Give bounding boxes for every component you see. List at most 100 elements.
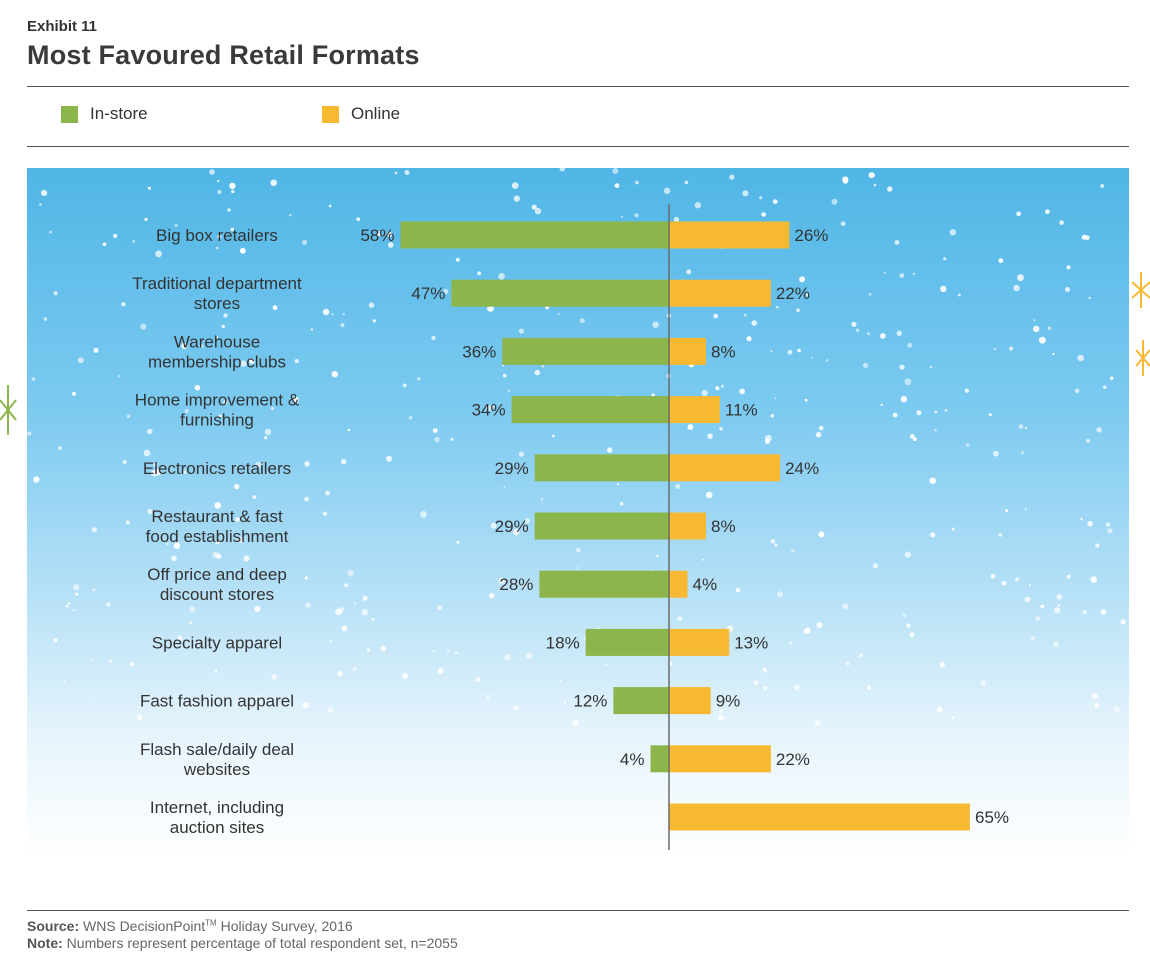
bar-online	[669, 803, 970, 831]
bar-online	[669, 512, 706, 540]
snow-dot	[883, 271, 886, 274]
snow-dot	[761, 212, 766, 217]
snow-dot	[386, 231, 393, 237]
snow-dot	[794, 684, 800, 691]
snow-dot	[899, 273, 905, 278]
category-label: Internet, including auction sites	[150, 798, 284, 837]
snow-dot	[432, 649, 436, 653]
snow-dot	[387, 242, 394, 248]
source-trademark: TM	[205, 918, 217, 928]
snow-dot	[951, 527, 955, 531]
snow-dot	[1054, 607, 1061, 614]
data-label-instore: 18%	[546, 633, 580, 652]
snow-dot	[715, 386, 720, 391]
snow-dot	[993, 450, 999, 457]
snow-dot	[815, 720, 821, 726]
snow-dot	[184, 409, 189, 414]
snow-dot	[855, 328, 860, 333]
snow-dot	[177, 635, 183, 641]
snow-dot	[43, 317, 48, 321]
snow-dot	[1096, 427, 1102, 433]
snow-dot	[33, 476, 40, 483]
snow-dot	[322, 511, 328, 517]
snow-dot	[310, 328, 314, 331]
snow-dot	[868, 172, 875, 179]
snow-dot	[181, 342, 188, 350]
bar-online	[669, 454, 781, 482]
snow-dot	[763, 669, 768, 673]
snow-dot	[153, 462, 158, 467]
data-label-instore: 47%	[411, 284, 445, 303]
snow-dot	[867, 332, 870, 336]
category-label: Restaurant & fast food establishment	[146, 507, 289, 546]
snow-dot	[176, 542, 180, 545]
snow-dot	[557, 313, 560, 316]
snow-dot	[352, 666, 357, 672]
footer-divider	[27, 910, 1129, 911]
bar-online	[669, 279, 771, 307]
snow-dot	[243, 555, 250, 562]
snow-dot	[305, 602, 311, 608]
snow-dot	[143, 449, 151, 457]
snow-dot	[559, 168, 565, 172]
snow-dot	[235, 517, 240, 522]
snow-dot	[1094, 703, 1100, 708]
snow-dot	[1039, 336, 1046, 344]
snow-dot	[189, 606, 196, 612]
category-label-line: stores	[194, 294, 240, 313]
snow-dot	[255, 695, 261, 700]
note-label: Note:	[27, 935, 63, 951]
snow-dot	[92, 588, 96, 592]
data-label-online: 24%	[785, 459, 819, 478]
snow-dot	[576, 567, 579, 570]
source-text: WNS DecisionPoint	[83, 918, 206, 934]
snow-dot	[906, 623, 911, 628]
bar-instore	[451, 279, 669, 307]
snow-dot	[831, 198, 838, 205]
snow-dot	[53, 638, 58, 643]
snow-dot	[503, 486, 506, 489]
bar-online	[669, 396, 720, 424]
category-label-line: furnishing	[180, 411, 254, 430]
snow-dot	[707, 433, 713, 439]
snow-dot	[990, 574, 996, 579]
snow-dot	[652, 321, 659, 328]
snow-dot	[432, 428, 438, 433]
snow-dot	[49, 230, 52, 234]
snow-dot	[604, 663, 608, 667]
snow-dot	[434, 436, 440, 443]
snow-dot	[487, 305, 494, 312]
legend-label-online: Online	[351, 104, 401, 123]
snow-dot	[776, 306, 779, 309]
snow-dot	[804, 398, 808, 402]
snow-dot	[1095, 543, 1100, 548]
snow-dot	[518, 451, 524, 457]
snow-dot	[1056, 593, 1063, 600]
snow-dot	[1035, 616, 1041, 622]
category-label-line: Home improvement &	[135, 391, 300, 410]
snow-dot	[677, 616, 683, 621]
snow-dot	[147, 186, 151, 190]
snow-dot	[965, 443, 970, 447]
snow-dot	[868, 292, 872, 296]
snow-dot	[787, 349, 793, 355]
snow-dot	[791, 549, 795, 553]
snow-dot	[437, 668, 444, 675]
snow-dot	[341, 625, 348, 632]
snow-dot	[772, 199, 778, 205]
snow-dot	[701, 389, 708, 397]
snow-dot	[521, 583, 527, 589]
snow-dot	[819, 425, 824, 431]
snow-dot	[1059, 220, 1064, 225]
category-label-line: websites	[183, 760, 250, 779]
snow-dot	[694, 202, 701, 209]
snow-dot	[218, 414, 222, 418]
snow-dot	[687, 424, 694, 430]
snow-dot	[511, 182, 519, 189]
snow-dot	[498, 577, 505, 584]
snow-dot	[859, 653, 863, 658]
snow-dot	[223, 400, 228, 405]
snow-dot	[72, 391, 76, 396]
snow-dot	[271, 674, 278, 680]
snow-dot	[27, 431, 32, 436]
